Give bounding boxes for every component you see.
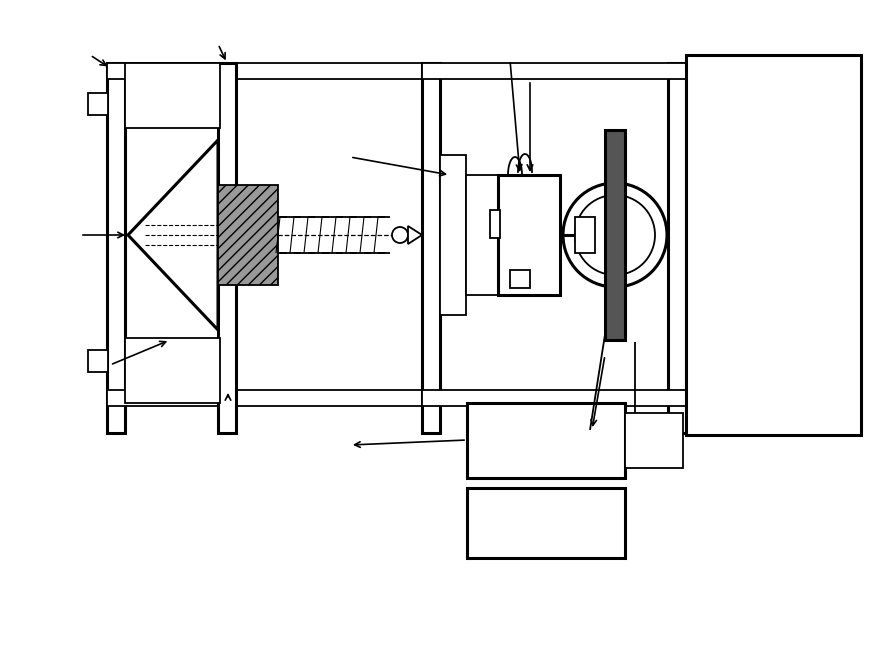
Circle shape (574, 195, 654, 275)
Bar (88, 350, 108, 372)
Bar (667, 63, 685, 433)
Bar (422, 63, 439, 433)
Bar (125, 63, 220, 128)
Bar (466, 403, 625, 478)
Bar (509, 270, 530, 288)
Bar (685, 55, 860, 435)
Bar (422, 390, 685, 406)
Bar (465, 175, 497, 295)
Bar (439, 155, 465, 315)
Bar (422, 63, 685, 79)
Circle shape (392, 227, 408, 243)
Bar (107, 390, 426, 406)
Bar (466, 488, 625, 558)
Circle shape (563, 183, 666, 287)
Bar (107, 63, 125, 433)
Bar (125, 338, 220, 403)
Bar (107, 63, 426, 79)
Polygon shape (128, 140, 218, 330)
Bar (574, 217, 595, 253)
Bar (88, 93, 108, 115)
Bar (218, 185, 277, 285)
Bar (489, 210, 500, 238)
Polygon shape (408, 226, 422, 244)
Bar (218, 63, 236, 433)
Bar (497, 175, 559, 295)
Bar (604, 130, 625, 340)
Bar (625, 413, 682, 468)
